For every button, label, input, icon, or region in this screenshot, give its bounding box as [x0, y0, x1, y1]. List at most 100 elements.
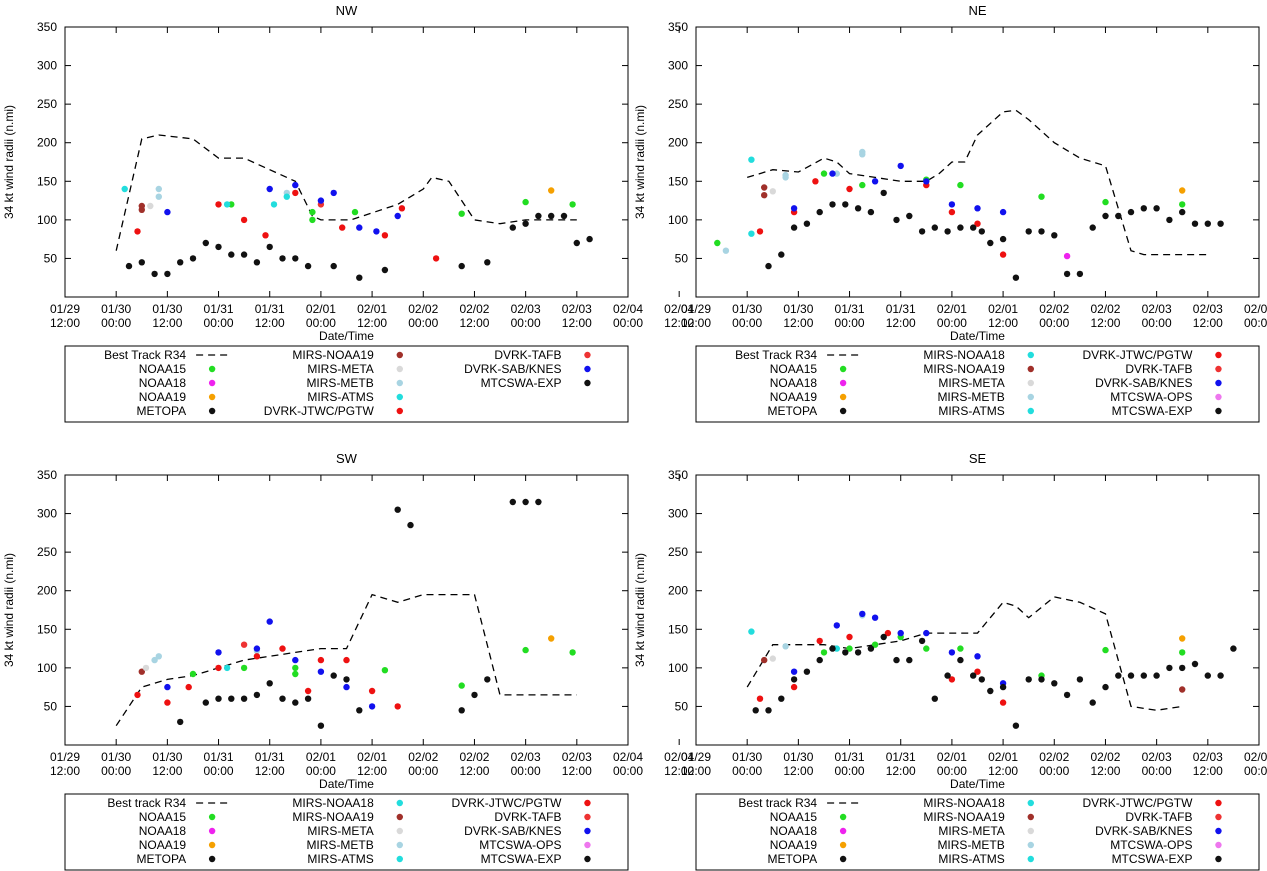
- data-point: [999, 208, 1007, 216]
- legend-entry: METOPA: [768, 404, 847, 418]
- legend-label: MIRS-META: [938, 376, 1004, 390]
- data-point: [484, 676, 491, 683]
- x-tick-time: 12:00: [988, 764, 1018, 778]
- data-point: [970, 224, 977, 231]
- data-point: [304, 262, 312, 270]
- legend-swatch-dot: [396, 379, 403, 387]
- legend-swatch-dot: [839, 813, 847, 821]
- data-point: [1153, 205, 1160, 212]
- legend-swatch-dot: [839, 365, 847, 373]
- data-point: [330, 262, 337, 270]
- best-track-line: [746, 596, 1183, 711]
- legend-label: MIRS-ATMS: [307, 390, 373, 404]
- series-noaa19: [1179, 187, 1186, 194]
- data-point: [790, 683, 798, 691]
- data-point: [871, 178, 879, 185]
- data-point: [1115, 212, 1122, 220]
- data-point: [957, 224, 964, 231]
- data-point: [842, 201, 849, 208]
- data-point: [292, 699, 299, 706]
- series-dvrk-jtwc-pgtw: [756, 178, 1007, 258]
- x-tick-time: 12:00: [152, 316, 182, 330]
- x-tick-time: 00:00: [1039, 764, 1069, 778]
- x-tick-time: 12:00: [783, 764, 813, 778]
- data-point: [522, 198, 529, 206]
- data-point: [573, 239, 580, 247]
- legend-label: DVRK-JTWC/PGTW: [264, 404, 375, 418]
- chart-panel-nw: NW3503002502001501005001/2912:0001/3000:…: [2, 3, 695, 423]
- x-axis-label: Date/Time: [319, 777, 374, 791]
- x-tick-time: 12:00: [664, 764, 694, 778]
- y-tick-label: 350: [37, 468, 57, 482]
- legend-entry: MTCSWA-OPS: [1110, 838, 1222, 852]
- data-point: [1063, 252, 1071, 260]
- data-point: [1179, 664, 1186, 672]
- data-point: [923, 178, 930, 185]
- legend-entry: NOAA15: [139, 362, 216, 376]
- series-mirs-atms: [223, 664, 231, 672]
- x-tick-time: 00:00: [937, 764, 967, 778]
- x-tick-time: 00:00: [306, 316, 336, 330]
- series-mirs-metb: [722, 148, 866, 254]
- legend-swatch-dot: [584, 365, 591, 373]
- y-axis-label: 34 kt wind radii (n.mi): [633, 553, 647, 667]
- legend-entry: MIRS-METB: [937, 838, 1034, 852]
- legend-label: MTCSWA-OPS: [1110, 390, 1192, 404]
- x-tick-time: 00:00: [511, 764, 541, 778]
- data-point: [1153, 672, 1160, 679]
- legend-label: NOAA15: [139, 810, 187, 824]
- data-point: [769, 188, 776, 195]
- data-point: [803, 668, 811, 675]
- data-point: [790, 224, 798, 231]
- legend-swatch-dot: [839, 841, 847, 849]
- data-point: [1166, 216, 1173, 224]
- data-point: [215, 695, 222, 702]
- legend-entry: NOAA19: [139, 390, 216, 404]
- legend-swatch-dot: [584, 841, 591, 849]
- data-point: [884, 629, 892, 637]
- data-point: [829, 201, 836, 208]
- data-point: [215, 201, 222, 208]
- data-point: [1063, 691, 1071, 699]
- data-point: [999, 683, 1007, 691]
- x-tick-date: 01/30: [783, 750, 813, 764]
- y-tick-label: 150: [668, 622, 688, 636]
- legend-label: NOAA18: [139, 824, 187, 838]
- x-tick-date: 02/01: [988, 750, 1018, 764]
- data-point: [1012, 722, 1020, 729]
- legend-entry: NOAA19: [770, 390, 847, 404]
- data-point: [215, 243, 222, 251]
- legend-entry: MIRS-METB: [937, 390, 1034, 404]
- data-point: [957, 645, 964, 652]
- x-tick-date: 02/03: [511, 750, 541, 764]
- data-point: [906, 656, 913, 664]
- data-point: [1038, 228, 1045, 235]
- series-mtcswa-exp: [752, 633, 1237, 729]
- legend-label: MIRS-META: [938, 824, 1004, 838]
- legend-entry: DVRK-JTWC/PGTW: [1082, 796, 1222, 810]
- legend-label: NOAA19: [139, 390, 187, 404]
- data-point: [859, 181, 866, 189]
- x-tick-date: 01/31: [886, 302, 916, 316]
- x-tick-date: 01/31: [255, 302, 285, 316]
- data-point: [398, 205, 406, 212]
- legend-label: MIRS-ATMS: [938, 852, 1004, 866]
- x-tick-time: 12:00: [50, 316, 80, 330]
- legend-label: MIRS-NOAA18: [292, 796, 374, 810]
- legend-entry: NOAA18: [139, 376, 216, 390]
- legend-entry: Best track R34: [107, 796, 231, 810]
- data-point: [1179, 635, 1186, 642]
- y-tick-label: 100: [668, 213, 688, 227]
- data-point: [522, 646, 529, 654]
- legend-entry: DVRK-TAFB: [494, 348, 591, 362]
- y-tick-label: 100: [37, 213, 57, 227]
- series-noaa19: [1179, 635, 1186, 642]
- x-tick-date: 02/01: [306, 750, 336, 764]
- data-point: [948, 676, 956, 683]
- data-point: [266, 185, 273, 193]
- data-point: [292, 664, 299, 672]
- series-mirs-metb: [782, 610, 866, 650]
- legend-label: MIRS-ATMS: [938, 404, 1004, 418]
- data-point: [816, 637, 823, 645]
